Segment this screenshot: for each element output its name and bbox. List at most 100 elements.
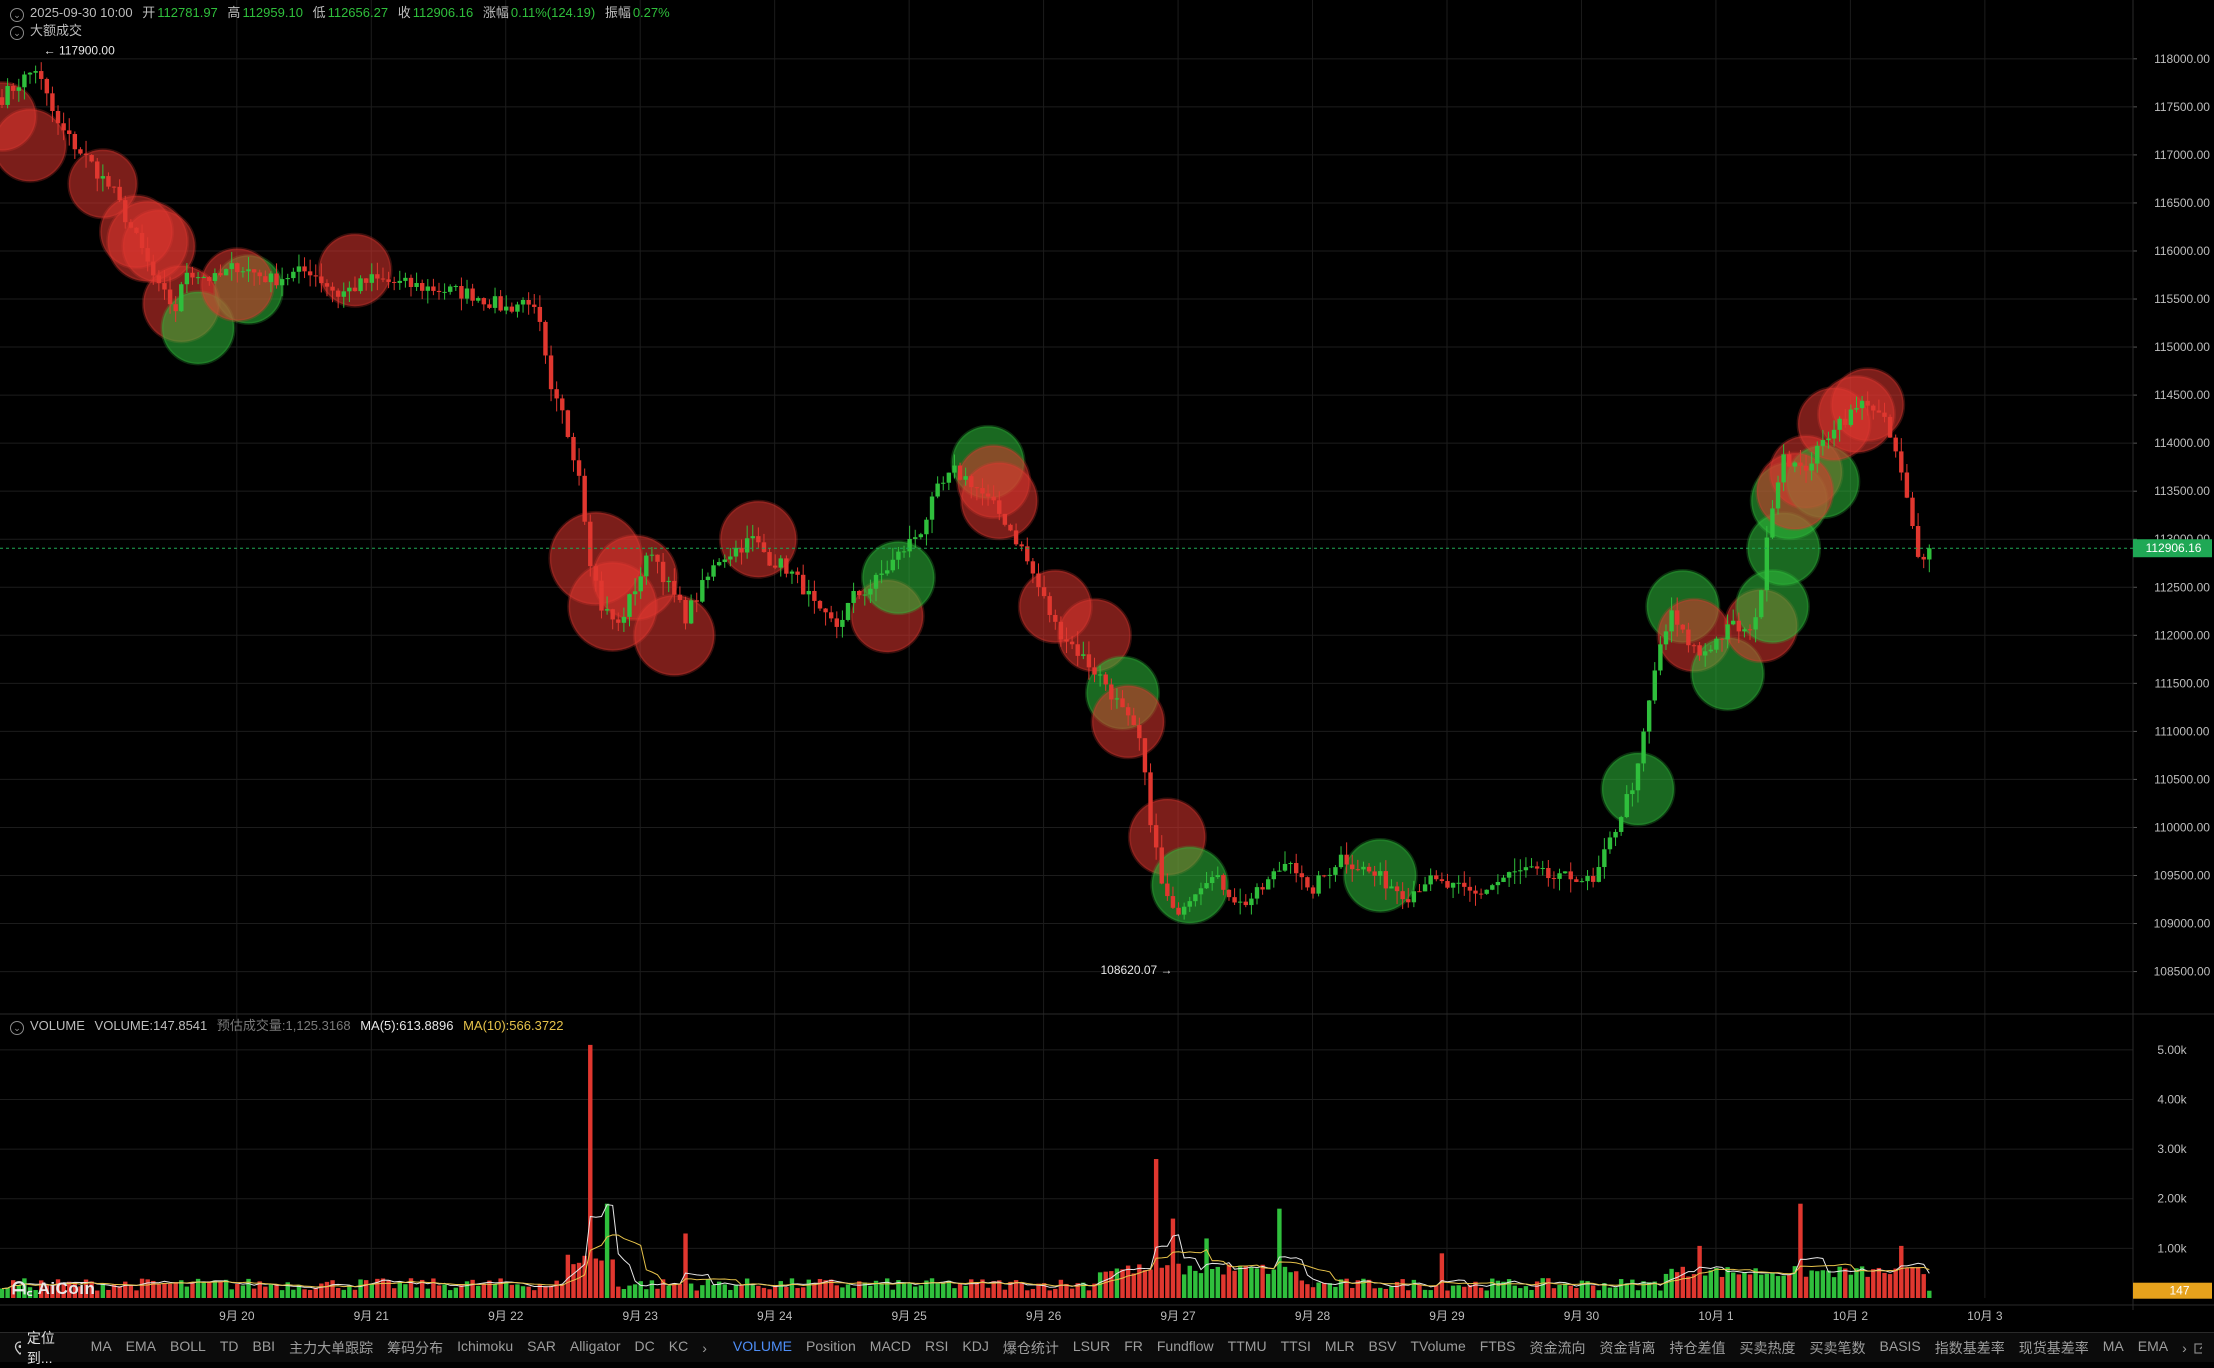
candle-body [1439,879,1445,882]
sub-indicator-10[interactable]: TTSI [1280,1337,1311,1354]
volume-bar [1607,1287,1613,1298]
candle-body [632,591,638,595]
main-indicator-3[interactable]: TD [219,1337,239,1354]
main-indicator-7[interactable]: Ichimoku [457,1337,514,1354]
volume-bar [470,1279,475,1298]
volume-bar [1915,1267,1921,1298]
volume-bar [1125,1265,1131,1298]
volume-bar [1165,1265,1170,1298]
volume-bar [11,1280,16,1298]
sub-indicator-18[interactable]: 买卖热度 [1739,1339,1796,1356]
volume-bar [1658,1290,1663,1298]
sub-indicator-1[interactable]: Position [805,1337,856,1354]
current-volume-badge-text: 147 [2169,1284,2189,1298]
sub-indicator-6[interactable]: LSUR [1072,1337,1111,1354]
volume-bar [179,1280,184,1298]
main-indicator-9[interactable]: Alligator [569,1337,621,1354]
candle-body [375,274,380,279]
sub-indicator-17[interactable]: 持仓差值 [1669,1339,1726,1356]
volume-bar [1047,1290,1052,1298]
candle-body [268,273,274,283]
sub-indicator-0[interactable]: VOLUME [732,1337,792,1354]
more-main-indicators[interactable]: › [702,1339,707,1356]
sub-indicator-13[interactable]: TVolume [1410,1337,1466,1354]
candle-body [229,263,234,270]
large-trades-toggle[interactable]: ⌄ 大额成交 [10,20,88,40]
volume-bar [711,1284,716,1298]
sub-indicator-8[interactable]: Fundflow [1156,1337,1214,1354]
volume-bar [1546,1278,1551,1298]
volume-bar [868,1285,873,1298]
sub-indicator-14[interactable]: FTBS [1479,1337,1516,1354]
collapse-icon[interactable]: ⌄ [10,26,24,40]
sub-indicator-24[interactable]: EMA [2137,1337,2169,1354]
main-indicator-11[interactable]: KC [668,1337,689,1354]
volume-bar [100,1284,106,1298]
volume-bar [1865,1276,1870,1298]
candle-body [100,176,106,179]
large-trade-bubble [632,593,716,677]
sub-indicator-19[interactable]: 买卖笔数 [1809,1339,1866,1356]
candle-body [296,266,302,272]
volume-bar [537,1284,543,1298]
sub-indicator-4[interactable]: KDJ [962,1337,989,1354]
sub-indicator-21[interactable]: 指数基差率 [1934,1339,2005,1356]
candle-body [1204,883,1209,889]
volume-bar [744,1278,750,1298]
collapse-icon[interactable]: ⌄ [10,8,24,22]
chart-canvas[interactable]: 118000.00 117500.00 117000.00 116500.00 1160… [0,0,2214,1330]
volume-bar [1355,1280,1361,1298]
volume-bar [1260,1264,1265,1298]
log-scale-toggle[interactable]: 对数 [2210,1328,2214,1368]
volume-bar [1669,1268,1674,1298]
volume-bar [705,1279,711,1298]
edit-icon[interactable] [2194,1341,2203,1355]
main-indicator-6[interactable]: 筹码分布 [387,1339,444,1356]
volume-bar [1635,1290,1641,1298]
candle-body [1798,462,1803,466]
main-indicator-4[interactable]: BBI [252,1337,276,1354]
sub-indicator-11[interactable]: MLR [1324,1337,1355,1354]
candle-body [1350,864,1355,870]
volume-bar [1170,1218,1176,1298]
main-indicator-5[interactable]: 主力大单跟踪 [289,1339,374,1356]
candle-body [464,288,470,299]
candle-body [1904,472,1910,498]
sub-indicator-5[interactable]: 爆仓统计 [1002,1339,1059,1356]
sub-indicator-16[interactable]: 资金背离 [1599,1339,1656,1356]
sub-indicator-23[interactable]: MA [2102,1337,2124,1354]
main-indicator-8[interactable]: SAR [527,1337,556,1354]
sub-indicator-7[interactable]: FR [1124,1337,1143,1354]
locate-button[interactable]: 定位到... [0,1328,72,1368]
volume-bar [218,1281,223,1298]
candle-body [448,286,453,292]
candle-body [408,277,414,287]
candle-body [1501,877,1506,882]
sub-indicator-15[interactable]: 资金流向 [1529,1339,1586,1356]
axes: 118000.00 117500.00 117000.00 116500.00 1160… [0,0,2214,1323]
main-indicator-1[interactable]: EMA [125,1337,157,1354]
volume-bar [1058,1279,1064,1298]
sub-indicator-22[interactable]: 现货基差率 [2018,1339,2089,1356]
sub-indicator-20[interactable]: BASIS [1879,1337,1921,1354]
sub-indicator-2[interactable]: MACD [869,1337,912,1354]
volume-bar [1389,1286,1394,1298]
main-indicator-0[interactable]: MA [90,1337,112,1354]
collapse-icon[interactable]: ⌄ [10,1021,24,1035]
volume-bar [1736,1274,1742,1298]
sub-indicator-9[interactable]: TTMU [1227,1337,1267,1354]
main-indicator-10[interactable]: DC [634,1337,655,1354]
volume-bar [1775,1276,1781,1298]
volume-bar [89,1281,94,1298]
candle-body [55,111,61,124]
main-indicator-2[interactable]: BOLL [170,1337,206,1354]
volume-bar [1422,1289,1428,1298]
candle-body [1013,530,1019,545]
candle-body [1927,548,1932,560]
sub-indicator-3[interactable]: RSI [925,1337,949,1354]
more-sub-indicators[interactable]: › [2182,1339,2187,1356]
candle-body [111,186,117,188]
volume-bar [1551,1288,1557,1298]
candle-body [817,600,823,609]
sub-indicator-12[interactable]: BSV [1368,1337,1397,1354]
